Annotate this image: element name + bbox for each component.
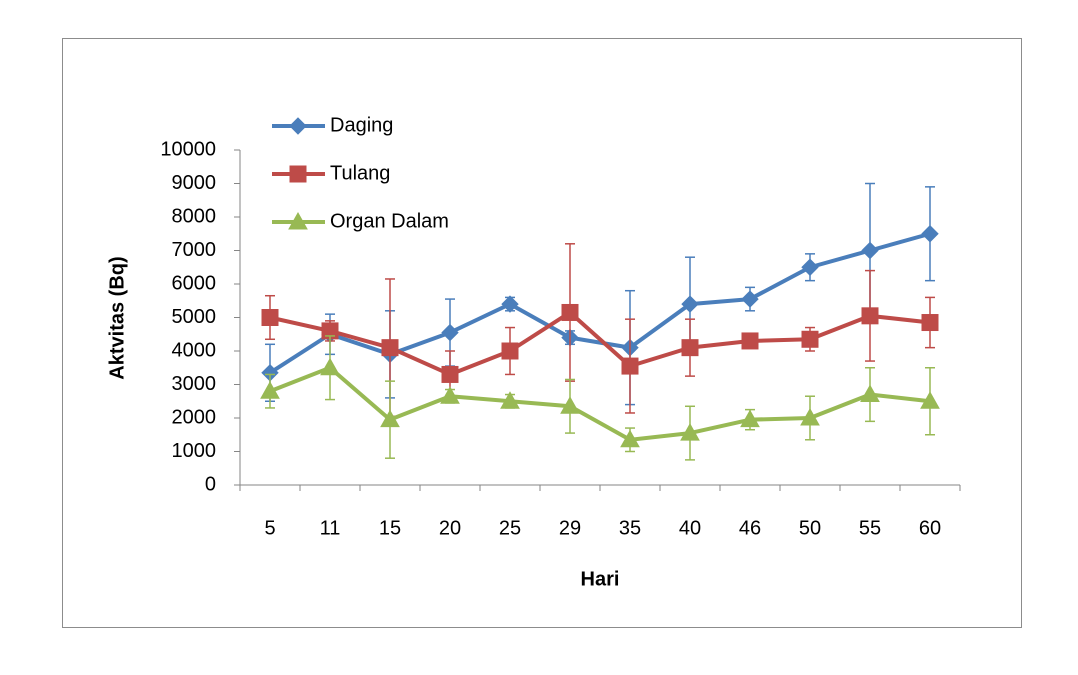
point (441, 365, 459, 383)
point (381, 339, 399, 357)
y-tick-label: 0 (205, 473, 216, 495)
legend-swatch-marker (289, 165, 307, 183)
point (621, 357, 639, 375)
point (740, 409, 760, 428)
point (681, 295, 699, 313)
x-tick-label: 25 (499, 517, 521, 539)
y-tick-label: 6000 (172, 272, 217, 294)
chart-frame (62, 38, 1022, 628)
point (440, 386, 460, 404)
x-tick-label: 46 (739, 517, 761, 539)
y-axis-title: Aktvitas (Bq) (106, 256, 128, 379)
point (560, 396, 580, 414)
point (561, 303, 579, 321)
point (681, 339, 699, 357)
point (260, 381, 280, 399)
point (801, 330, 819, 348)
x-tick-label: 15 (379, 517, 401, 539)
x-tick-label: 50 (799, 517, 821, 539)
series-line (268, 231, 931, 375)
point (861, 307, 879, 325)
legend-label: Organ Dalam (330, 210, 449, 232)
point (441, 323, 459, 342)
x-tick-label: 40 (679, 517, 701, 539)
point (921, 314, 939, 332)
point (800, 407, 820, 426)
series-line (269, 310, 931, 377)
y-tick-label: 2000 (172, 406, 217, 428)
y-tick-label: 8000 (172, 205, 217, 227)
y-tick-label: 5000 (172, 306, 217, 328)
legend-label: Tulang (330, 162, 390, 184)
x-tick-label: 35 (619, 517, 641, 539)
point (320, 357, 340, 376)
y-tick-label: 3000 (172, 373, 217, 395)
point (860, 384, 880, 403)
x-tick-label: 5 (264, 517, 275, 539)
x-tick-label: 11 (320, 517, 341, 539)
point (741, 332, 759, 350)
point (501, 295, 519, 313)
legend-swatch-marker (289, 117, 307, 135)
legend-swatch-marker (288, 211, 308, 230)
point (380, 409, 400, 428)
point (500, 391, 520, 409)
point (741, 290, 759, 308)
point (680, 423, 700, 441)
point (261, 309, 279, 326)
point (501, 342, 519, 360)
x-tick-label: 55 (859, 517, 881, 539)
point (920, 391, 940, 409)
y-tick-label: 9000 (172, 172, 217, 194)
point (861, 241, 879, 260)
x-tick-label: 29 (559, 517, 581, 539)
x-axis-title: Hari (581, 568, 620, 590)
x-tick-label: 20 (439, 517, 461, 539)
series-line (269, 365, 931, 442)
point (801, 258, 819, 276)
y-tick-label: 10000 (160, 138, 216, 160)
point (620, 429, 640, 448)
y-tick-label: 7000 (172, 239, 217, 261)
x-tick-label: 60 (919, 517, 941, 539)
y-tick-label: 4000 (172, 339, 217, 361)
point (921, 225, 939, 243)
legend-label: Daging (330, 114, 393, 136)
y-tick-label: 1000 (172, 440, 217, 462)
